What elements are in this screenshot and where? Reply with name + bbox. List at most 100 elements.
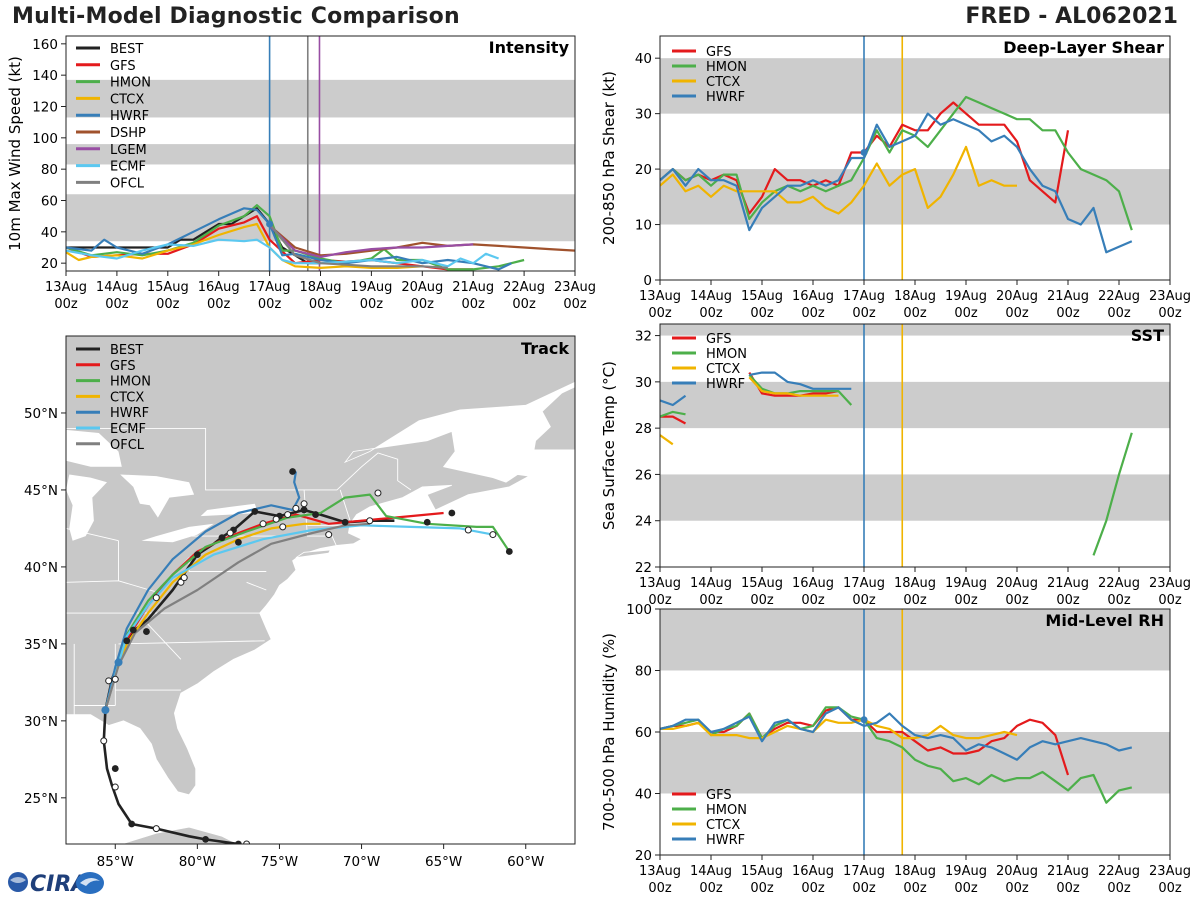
lake-superior [66,429,122,467]
legend-label-gfs: GFS [706,332,732,347]
legend-label-hmon: HMON [110,76,151,91]
legend-label-hmon: HMON [706,347,747,362]
intensity-series-hmon [66,204,525,271]
sst-xtick-day: 13Aug [639,576,681,591]
shear-title: Deep-Layer Shear [1003,38,1164,57]
track-marker-hollow [259,520,267,528]
track-ytick-label: 50°N [24,406,58,422]
intensity-xtick-day: 19Aug [350,280,392,295]
sst-xtick-day: 14Aug [690,576,732,591]
track-marker-filled [300,506,308,514]
track-marker-hollow [292,504,300,512]
sst-xtick-hour: 00z [801,593,825,608]
lake-erie [141,523,214,543]
shear-xtick-day: 20Aug [996,289,1038,304]
shear-xtick-hour: 00z [1005,306,1029,321]
shear-ytick-label: 20 [635,162,652,178]
track-marker-hollow [180,574,188,582]
intensity-panel: 20 40 60 80 100 120 140 160 13Aug 00z 14Aug 00z 15Au… [6,35,596,312]
legend-label-ecmf: ECMF [110,160,146,175]
track-marker-filled [202,835,209,843]
track-marker-hollow [300,500,308,508]
sst-xtick-day: 16Aug [792,576,834,591]
lake-huron [120,474,195,518]
shear-xtick-day: 13Aug [639,289,681,304]
intensity-xtick-hour: 00z [54,297,78,312]
track-marker-hollow [105,677,113,685]
track-marker-hollow [272,515,280,523]
sst-plot-area [660,324,1133,567]
land-long-island [295,549,332,559]
track-marker-filled [123,637,131,645]
sst-shade-band [660,324,1170,336]
shear-analysis-marker [860,148,868,156]
shear-xtick-hour: 00z [903,306,927,321]
intensity-ytick-label: 40 [41,225,58,241]
shear-xtick-hour: 00z [801,306,825,321]
sst-xtick-hour: 00z [852,593,876,608]
intensity-xtick-day: 14Aug [96,280,138,295]
shear-xtick-hour: 00z [1056,306,1080,321]
rh-shade-band [660,609,1170,671]
shear-xtick-hour: 00z [750,306,774,321]
track-marker-filled [423,518,431,526]
sst-ytick-label: 32 [635,329,652,345]
intensity-ytick-label: 20 [41,256,58,272]
track-marker-hollow [177,578,185,586]
intensity-xtick-hour: 00z [309,297,333,312]
intensity-series-hwrf [66,207,512,271]
intensity-xtick-hour: 00z [105,297,129,312]
rh-xtick-hour: 00z [1005,881,1029,896]
rh-ytick-label: 40 [635,787,652,803]
track-title: Track [521,339,569,358]
sst-series-gfs [660,415,687,425]
sst-shade-band [660,474,1170,521]
track-xtick-label: 70°W [343,854,380,870]
shear-xtick-day: 14Aug [690,289,732,304]
track-series-hwrf [104,471,301,711]
sst-xtick-hour: 00z [954,593,978,608]
border-state [246,581,267,591]
intensity-xtick-hour: 00z [411,297,435,312]
cira-logo: CIRA [8,872,104,897]
sst-xtick-day: 19Aug [945,576,987,591]
legend-label-ofcl: OFCL [110,176,145,191]
track-marker-hollow [284,511,292,519]
shear-series-ctcx [660,145,1017,215]
sst-panel: 22 24 26 28 30 32 13Aug 00z 14Aug 00z 15Aug 00z 16Au… [600,323,1191,608]
intensity-xtick-hour: 00z [360,297,384,312]
track-marker-filled [251,508,259,515]
track-marker-hollow [366,517,374,525]
intensity-analysis-marker [266,220,274,228]
rh-xtick-day: 22Aug [1098,864,1140,879]
sst-xtick-day: 23Aug [1149,576,1191,591]
rh-panel: 20 40 60 80 100 13Aug 00z 14Aug 00z 15Aug 00z 16Aug… [600,602,1191,896]
rh-xtick-hour: 00z [1107,881,1131,896]
sst-series-hmon [748,374,853,406]
legend-label-hwrf: HWRF [110,109,149,124]
shear-xtick-day: 15Aug [741,289,783,304]
sst-title: SST [1131,326,1164,345]
track-series-hmon [104,493,511,711]
intensity-ylabel: 10m Max Wind Speed (kt) [6,56,24,251]
intensity-title: Intensity [489,38,570,57]
border-state [66,580,155,592]
track-marker-analysis [114,658,123,667]
legend-label-hwrf: HWRF [706,833,745,848]
rh-xtick-day: 14Aug [690,864,732,879]
intensity-ytick-label: 120 [32,100,58,116]
shear-xtick-hour: 00z [648,306,672,321]
legend-label-ctcx: CTCX [706,818,740,833]
track-marker-filled [235,840,242,844]
sst-ytick-label: 24 [635,514,652,530]
rh-xtick-hour: 00z [852,881,876,896]
shear-xtick-hour: 00z [1107,306,1131,321]
intensity-xtick-day: 20Aug [401,280,443,295]
intensity-ytick-label: 80 [41,162,58,178]
rh-series-hmon [660,706,1133,804]
sst-series-ctcx [660,434,674,446]
sst-series-ctcx [748,376,839,397]
logo-globe-stripe-icon [10,877,26,883]
shear-series-hwrf [660,112,1133,254]
track-marker-filled [218,534,226,542]
